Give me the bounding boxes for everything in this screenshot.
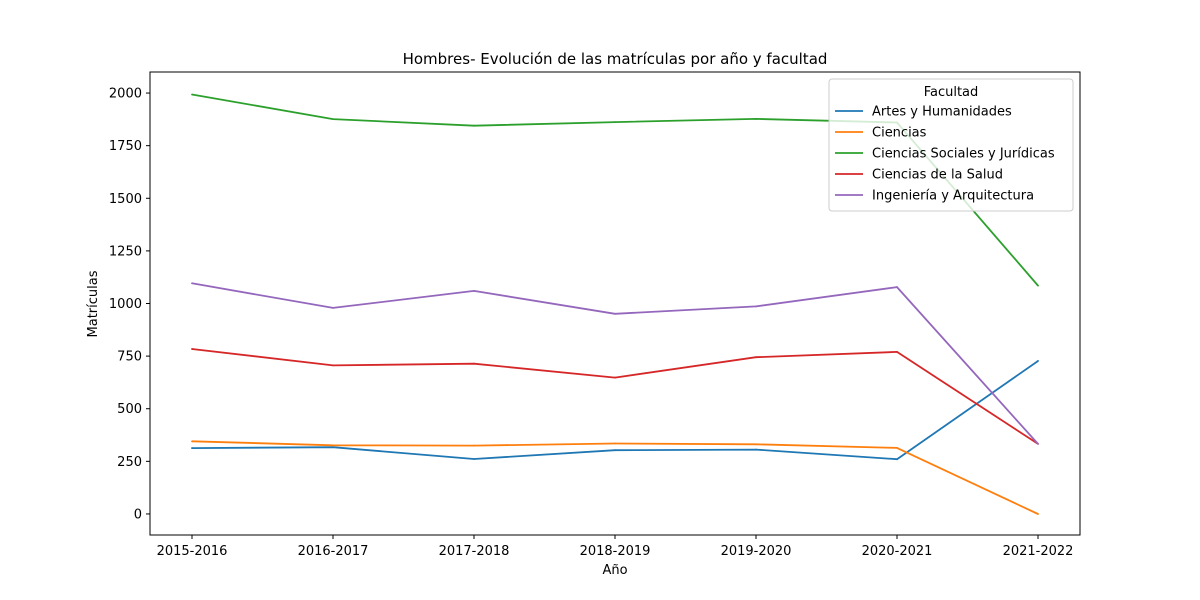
legend: Facultad Artes y Humanidades Ciencias Cienc…: [828, 78, 1074, 212]
data-point: [896, 286, 898, 288]
legend-box: [828, 78, 1074, 212]
data-point: [896, 446, 898, 449]
x-tick-label: 2019-2020: [721, 544, 792, 559]
y-tick-label: 1000: [109, 297, 142, 312]
legend-title: Facultad: [924, 85, 979, 100]
data-point: [473, 362, 475, 365]
data-point: [1037, 513, 1039, 515]
legend-entry-label: Ciencias Sociales y Jurídicas: [872, 147, 1055, 162]
data-point: [1037, 284, 1039, 287]
data-point: [191, 348, 193, 350]
data-point: [1037, 360, 1039, 362]
x-tick-label: 2018-2019: [580, 544, 651, 559]
legend-entry-label: Ciencias: [872, 126, 927, 141]
series-line-3: [191, 348, 1039, 445]
data-point: [614, 312, 616, 315]
series-line-1: [191, 440, 1039, 515]
data-point: [191, 447, 193, 449]
data-point: [191, 282, 193, 285]
data-point: [896, 351, 898, 353]
y-axis-label: Matrículas: [86, 270, 101, 337]
data-point: [191, 440, 193, 443]
y-tick-label: 0: [134, 507, 142, 522]
data-point: [332, 446, 334, 449]
x-axis-label: Año: [602, 563, 627, 578]
y-tick-label: 750: [117, 350, 142, 365]
data-point: [473, 124, 475, 127]
x-tick-label: 2020-2021: [862, 544, 933, 559]
y-tick-label: 1500: [109, 192, 142, 207]
data-point: [473, 444, 475, 447]
data-point: [473, 458, 475, 460]
y-tick-label: 500: [117, 402, 142, 417]
legend-entry-label: Artes y Humanidades: [872, 105, 1012, 120]
data-point: [332, 364, 334, 367]
data-point: [332, 307, 334, 309]
data-point: [614, 121, 616, 123]
x-axis: 2015-2016 2016-2017 2017-2018 2018-2019 2019…: [157, 535, 1074, 559]
y-tick-label: 1250: [109, 244, 142, 259]
data-point: [614, 449, 616, 452]
x-tick-label: 2021-2022: [1003, 544, 1074, 559]
chart-title: Hombres- Evolución de las matrículas por…: [403, 50, 828, 68]
y-tick-label: 2000: [109, 87, 142, 102]
data-point: [755, 356, 757, 359]
x-tick-label: 2017-2018: [439, 544, 510, 559]
y-axis: 0 250 500 750 1000 1250 1500 1750 2000: [109, 87, 150, 522]
data-point: [896, 458, 898, 461]
series-group: [191, 93, 1039, 515]
legend-entry-label: Ingeniería y Arquitectura: [872, 189, 1034, 204]
data-point: [332, 444, 334, 447]
data-point: [755, 448, 757, 451]
x-tick-label: 2015-2016: [157, 544, 228, 559]
data-point: [755, 443, 757, 446]
data-point: [755, 305, 757, 308]
x-tick-label: 2016-2017: [298, 544, 369, 559]
data-point: [614, 442, 616, 445]
legend-entry-label: Ciencias de la Salud: [872, 168, 1003, 183]
data-point: [191, 93, 193, 96]
data-point: [614, 376, 616, 379]
data-point: [1037, 442, 1039, 445]
data-point: [473, 289, 475, 292]
y-tick-label: 250: [117, 455, 142, 470]
y-tick-label: 1750: [109, 139, 142, 154]
data-point: [332, 118, 334, 121]
data-point: [755, 118, 757, 120]
